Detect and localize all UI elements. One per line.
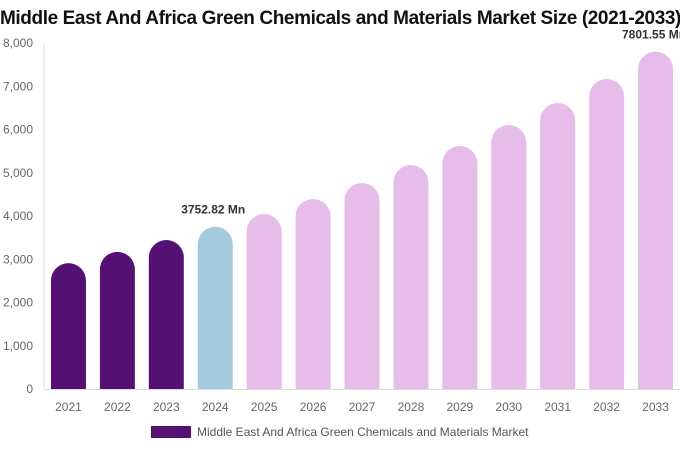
bar-2025	[246, 214, 282, 389]
y-tick-label: 1,000	[3, 339, 33, 353]
x-tick-label: 2029	[446, 400, 473, 414]
y-tick-label: 2,000	[3, 296, 33, 310]
bar-2026	[295, 199, 331, 389]
bar-2027	[344, 183, 380, 389]
legend-swatch	[151, 426, 191, 438]
x-tick-label: 2027	[349, 400, 376, 414]
y-tick-label: 4,000	[3, 209, 33, 223]
bar-2023	[148, 240, 184, 389]
x-tick-label: 2024	[202, 400, 229, 414]
legend-label: Middle East And Africa Green Chemicals a…	[197, 425, 529, 439]
bar-2029	[442, 146, 478, 389]
chart-title: Middle East And Africa Green Chemicals a…	[0, 8, 680, 29]
bar-2032	[589, 78, 625, 389]
x-tick-label: 2031	[544, 400, 571, 414]
x-tick-label: 2033	[642, 400, 669, 414]
bar-2033	[638, 51, 674, 390]
x-tick-label: 2032	[593, 400, 620, 414]
y-tick-label: 6,000	[3, 123, 33, 137]
y-tick-label: 3,000	[3, 252, 33, 266]
data-label: 3752.82 Mn	[181, 203, 245, 217]
bar-2028	[393, 165, 429, 389]
bar-2030	[491, 125, 527, 390]
bar-2021	[50, 263, 86, 389]
legend: Middle East And Africa Green Chemicals a…	[151, 425, 528, 439]
x-tick-label: 2030	[495, 400, 522, 414]
y-tick-label: 8,000	[3, 36, 33, 50]
x-tick-label: 2021	[55, 400, 82, 414]
x-tick-label: 2022	[104, 400, 131, 414]
y-tick-label: 7,000	[3, 79, 33, 93]
bar-2031	[540, 102, 576, 390]
y-tick-label: 0	[26, 382, 33, 396]
data-label: 7801.55 Mn	[622, 28, 680, 42]
x-tick-label: 2023	[153, 400, 180, 414]
bar-2024	[197, 226, 233, 389]
x-tick-label: 2026	[300, 400, 327, 414]
x-tick-label: 2025	[251, 400, 278, 414]
y-tick-label: 5,000	[3, 166, 33, 180]
bar-2022	[99, 251, 135, 389]
x-tick-label: 2028	[398, 400, 425, 414]
